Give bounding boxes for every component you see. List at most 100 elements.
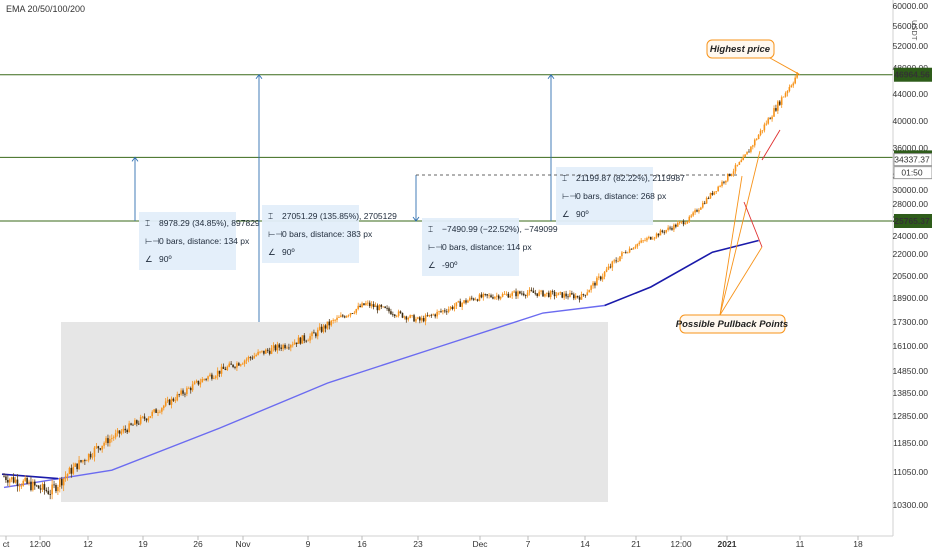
- candle-body: [742, 156, 744, 161]
- candle-body: [315, 333, 317, 337]
- y-tick-label: 20500.00: [893, 271, 929, 281]
- candle-body: [628, 248, 631, 253]
- candle-body: [162, 405, 165, 409]
- x-axis[interactable]: ct 12:00 12 19 26 Nov 9 16 23 Dec 7 14 21 12:00 2021 11…: [3, 536, 863, 549]
- candle-body: [49, 494, 51, 495]
- candle-body: [734, 165, 737, 172]
- candle-body: [230, 363, 232, 365]
- candle-body: [76, 463, 78, 470]
- candle-body: [445, 311, 448, 313]
- y-tick-label: 40000.00: [893, 116, 929, 126]
- candle-body: [30, 481, 32, 491]
- candle-body: [297, 337, 300, 345]
- candle-body: [130, 423, 132, 425]
- y-tick-label: 22000.00: [893, 249, 929, 259]
- callout-pointer: [719, 175, 743, 316]
- candle-body: [509, 295, 512, 298]
- candle-body: [161, 408, 163, 412]
- candle-body: [676, 223, 679, 227]
- candle-body: [605, 269, 608, 272]
- candle-body: [214, 376, 217, 378]
- candle-body: [393, 314, 396, 317]
- candle-body: [657, 233, 660, 236]
- candle-body: [338, 317, 340, 318]
- candle-body: [576, 295, 579, 298]
- measure-text: 0 bars, distance: 134 px: [159, 236, 250, 246]
- candle-body: [496, 295, 498, 297]
- candle-body: [574, 295, 577, 299]
- candle-body: [134, 420, 136, 425]
- candle-body: [655, 233, 658, 238]
- candle-body: [444, 310, 446, 312]
- candle-body: [266, 349, 269, 351]
- candle-body: [180, 390, 182, 395]
- candle-body: [303, 335, 306, 341]
- candle-body: [222, 366, 225, 369]
- candle-body: [228, 363, 231, 367]
- x-tick-label: Nov: [235, 539, 251, 549]
- candle-body: [91, 456, 94, 458]
- candle-body: [532, 290, 535, 293]
- candle-body: [507, 293, 510, 298]
- candle-body: [424, 315, 427, 322]
- candle-body: [118, 430, 121, 434]
- candle-body: [692, 212, 694, 216]
- measure-icon: ⊢⊣: [268, 229, 283, 239]
- candle-body: [626, 252, 629, 254]
- candle-body: [126, 430, 128, 433]
- candle-body: [243, 360, 246, 364]
- candle-body: [763, 124, 766, 131]
- candle-body: [361, 303, 363, 308]
- candle-body: [301, 335, 304, 344]
- candle-body: [60, 479, 63, 486]
- candle-body: [684, 223, 687, 225]
- candle-body: [390, 311, 392, 315]
- x-tick-label: ct: [3, 539, 10, 549]
- y-tick-label: 44000.00: [893, 89, 929, 99]
- candle-body: [461, 303, 463, 307]
- candle-body: [330, 320, 333, 326]
- candle-body: [34, 481, 36, 486]
- candle-body: [515, 291, 517, 297]
- candle-body: [546, 292, 548, 294]
- ema-line-dark: [604, 239, 759, 307]
- candle-body: [47, 491, 50, 495]
- candle-body: [16, 479, 19, 487]
- measure-box: [139, 212, 236, 270]
- candle-body: [299, 337, 302, 344]
- candle-body: [419, 317, 421, 321]
- candle-body: [8, 479, 11, 483]
- candle-body: [336, 317, 338, 320]
- candle-body: [451, 306, 454, 309]
- candle-body: [170, 398, 173, 405]
- y-axis[interactable]: 60000.0056000.0052000.0048000.0044000.00…: [893, 1, 932, 510]
- candle-body: [596, 277, 598, 286]
- candle-body: [62, 478, 65, 486]
- candle-body: [407, 317, 410, 320]
- candle-body: [778, 101, 781, 105]
- candle-body: [291, 344, 294, 346]
- candle-body: [57, 486, 59, 492]
- candle-body: [661, 230, 664, 232]
- measure-icon: ⌶: [268, 211, 273, 221]
- candle-body: [293, 342, 296, 345]
- candle-body: [513, 291, 515, 293]
- candle-body: [623, 252, 625, 254]
- candle-body: [166, 399, 169, 402]
- candle-body: [705, 197, 708, 204]
- candle-body: [103, 442, 105, 446]
- ema-line-start: [1, 473, 59, 480]
- candle-body: [599, 276, 602, 280]
- candle-body: [403, 316, 406, 318]
- callout-pointer: [719, 246, 763, 316]
- candle-body: [561, 292, 564, 298]
- candle-body: [164, 401, 167, 406]
- candle-body: [14, 479, 17, 483]
- candle-body: [761, 130, 764, 132]
- candle-body: [209, 374, 211, 377]
- candle-body: [342, 315, 344, 317]
- candle-body: [700, 207, 702, 210]
- measure-box: [422, 218, 519, 276]
- indicator-legend[interactable]: EMA 20/50/100/200: [6, 4, 85, 14]
- x-tick-label: 11: [796, 539, 805, 549]
